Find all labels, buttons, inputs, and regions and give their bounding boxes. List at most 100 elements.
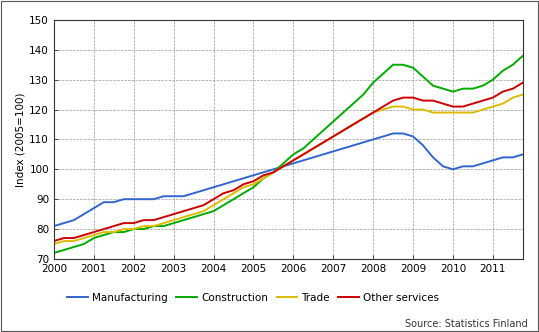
Construction [360,93,367,97]
Y-axis label: Index (2005=100): Index (2005=100) [15,92,25,187]
Trade [400,105,406,109]
Construction [469,87,476,91]
Manufacturing [469,164,476,168]
Trade [350,123,356,126]
Manufacturing [420,143,426,147]
Trade [260,176,267,180]
Manufacturing [360,140,367,144]
Trade [230,191,237,195]
Construction [430,84,436,88]
Trade [430,111,436,115]
Manufacturing [141,197,147,201]
Trade [380,108,386,112]
Construction [480,84,486,88]
Manufacturing [260,170,267,174]
Other services [61,236,67,240]
Line: Other services: Other services [54,83,523,241]
Other services [190,206,197,210]
Other services [450,105,456,109]
Manufacturing [390,131,396,135]
Manufacturing [201,188,207,192]
Manufacturing [300,158,307,162]
Construction [340,111,347,115]
Trade [460,111,466,115]
Manufacturing [161,194,167,198]
Other services [430,99,436,103]
Trade [141,224,147,228]
Construction [190,215,197,219]
Construction [161,224,167,228]
Other services [320,140,327,144]
Trade [51,242,57,246]
Manufacturing [310,155,316,159]
Line: Manufacturing: Manufacturing [54,133,523,226]
Manufacturing [440,164,446,168]
Construction [201,212,207,216]
Other services [141,218,147,222]
Manufacturing [400,131,406,135]
Manufacturing [270,167,277,171]
Other services [71,236,77,240]
Manufacturing [480,161,486,165]
Construction [250,185,257,189]
Other services [509,87,516,91]
Construction [61,248,67,252]
Other services [150,218,157,222]
Trade [161,221,167,225]
Other services [380,105,386,109]
Trade [330,134,336,138]
Other services [489,96,496,100]
Other services [101,227,107,231]
Construction [489,78,496,82]
Other services [310,146,316,150]
Construction [300,146,307,150]
Construction [420,75,426,79]
Trade [71,239,77,243]
Construction [110,230,117,234]
Construction [51,251,57,255]
Construction [390,63,396,67]
Other services [181,209,187,213]
Construction [101,233,107,237]
Manufacturing [240,176,247,180]
Trade [480,108,486,112]
Trade [310,146,316,150]
Construction [520,54,526,58]
Trade [201,209,207,213]
Trade [181,215,187,219]
Construction [91,236,97,240]
Construction [280,161,287,165]
Text: Source: Statistics Finland: Source: Statistics Finland [405,319,528,329]
Trade [509,96,516,100]
Other services [280,164,287,168]
Manufacturing [350,143,356,147]
Manufacturing [500,155,506,159]
Construction [410,66,416,70]
Construction [350,102,356,106]
Other services [240,182,247,186]
Construction [440,87,446,91]
Other services [210,197,217,201]
Trade [250,182,257,186]
Other services [469,102,476,106]
Trade [81,236,87,240]
Trade [500,102,506,106]
Manufacturing [190,191,197,195]
Construction [260,176,267,180]
Construction [81,242,87,246]
Other services [460,105,466,109]
Trade [270,170,277,174]
Other services [230,188,237,192]
Other services [51,239,57,243]
Manufacturing [460,164,466,168]
Other services [290,158,296,162]
Trade [220,197,227,201]
Other services [81,233,87,237]
Other services [520,81,526,85]
Construction [450,90,456,94]
Construction [310,137,316,141]
Manufacturing [210,185,217,189]
Other services [420,99,426,103]
Construction [509,63,516,67]
Manufacturing [170,194,177,198]
